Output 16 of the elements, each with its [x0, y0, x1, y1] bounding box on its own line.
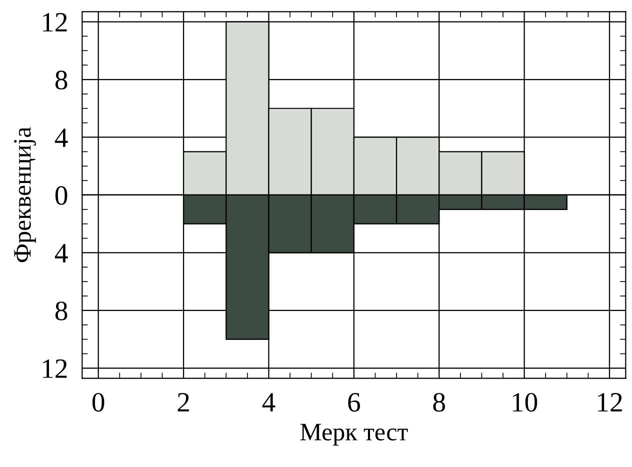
x-tick-label: 12	[598, 393, 622, 412]
y-tick-label: 4	[54, 128, 68, 147]
x-tick-label: 4	[262, 393, 276, 412]
y-axis-title: Фреквенција	[14, 127, 36, 262]
x-tick-label: 2	[178, 393, 189, 412]
y-tick-label: 8	[55, 302, 68, 320]
y-tick-label: 0	[55, 186, 68, 205]
x-tick-label: 6	[348, 393, 360, 412]
y-tick-label: 4	[54, 244, 68, 262]
x-tick-label: 0	[92, 392, 104, 412]
x-axis-title: Мерк тест	[300, 424, 408, 446]
y-tick-label: 12	[42, 359, 67, 378]
x-tick-label: 8	[433, 392, 445, 412]
y-tick-label: 8	[55, 70, 68, 90]
x-tick-label: 10	[512, 392, 538, 412]
y-tick-label: 12	[42, 13, 67, 32]
